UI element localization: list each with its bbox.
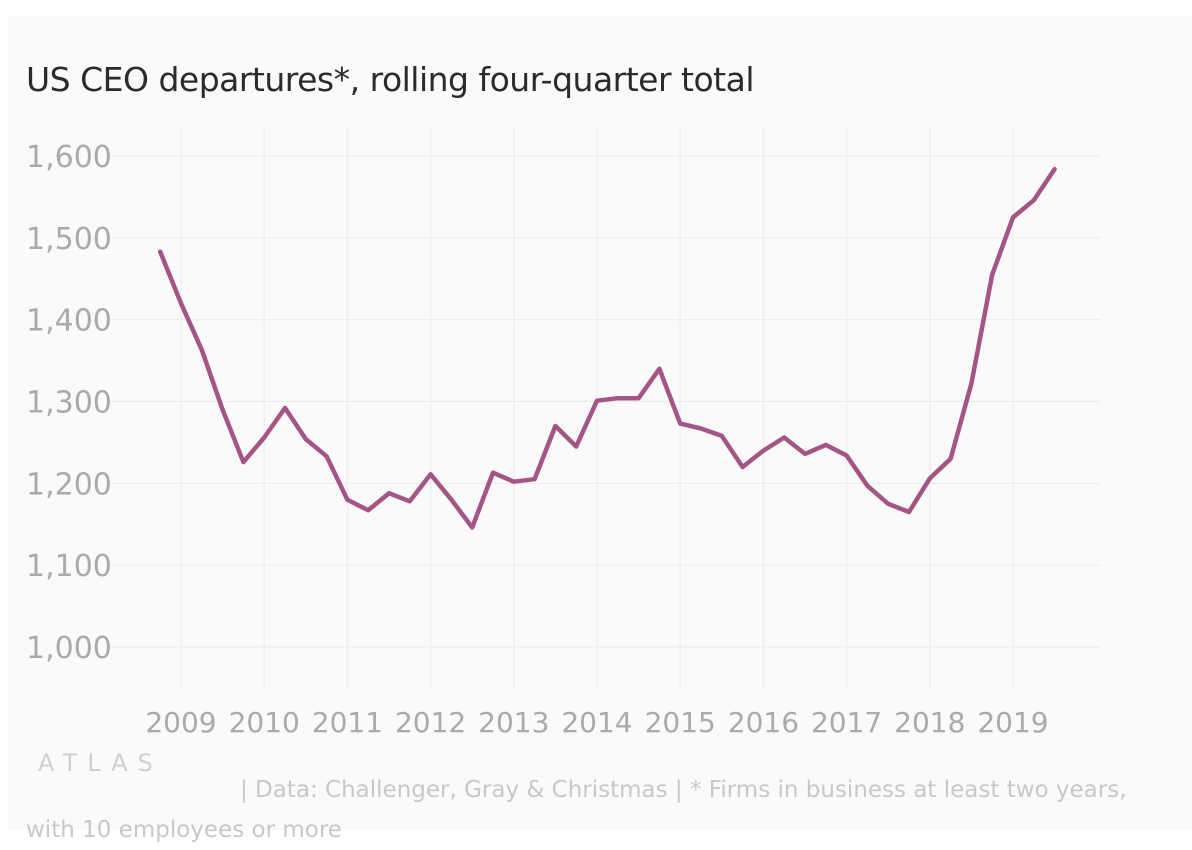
data-point bbox=[179, 301, 183, 305]
y-tick-label: 1,400 bbox=[26, 304, 112, 339]
data-point bbox=[949, 457, 953, 461]
data-point bbox=[491, 471, 495, 475]
data-point bbox=[741, 465, 745, 469]
x-tick-label: 2013 bbox=[478, 706, 549, 736]
data-point bbox=[158, 250, 162, 254]
data-point bbox=[241, 460, 245, 464]
data-point bbox=[969, 382, 973, 386]
data-point bbox=[657, 367, 661, 371]
data-point bbox=[387, 491, 391, 495]
data-point bbox=[408, 499, 412, 503]
data-point bbox=[325, 454, 329, 458]
chart-title: US CEO departures*, rolling four-quarter… bbox=[26, 60, 755, 99]
x-tick-label: 2012 bbox=[395, 706, 466, 736]
x-tick-label: 2016 bbox=[728, 706, 799, 736]
data-point bbox=[574, 445, 578, 449]
y-tick-label: 1,500 bbox=[26, 222, 112, 257]
chart-card: US CEO departures*, rolling four-quarter… bbox=[8, 16, 1192, 843]
data-point bbox=[470, 526, 474, 530]
data-point bbox=[304, 437, 308, 441]
x-tick-label: 2011 bbox=[312, 706, 383, 736]
x-tick-label: 2015 bbox=[645, 706, 716, 736]
data-point bbox=[553, 424, 557, 428]
data-point bbox=[824, 443, 828, 447]
data-point bbox=[283, 406, 287, 410]
x-axis-ticks: 2009 2010 2011 2012 2013 2014 2015 2016 2017 2018… bbox=[145, 706, 1048, 736]
data-point bbox=[761, 449, 765, 453]
series-points bbox=[158, 167, 1056, 529]
x-tick-label: 2019 bbox=[977, 706, 1048, 736]
y-tick-label: 1,200 bbox=[26, 467, 112, 502]
data-point bbox=[595, 399, 599, 403]
data-point bbox=[637, 396, 641, 400]
x-tick-label: 2009 bbox=[145, 706, 216, 736]
x-tick-label: 2018 bbox=[894, 706, 965, 736]
data-point bbox=[845, 454, 849, 458]
data-point bbox=[200, 348, 204, 352]
data-point bbox=[699, 427, 703, 431]
x-tick-label: 2017 bbox=[811, 706, 882, 736]
atlas-logo: ATLAS bbox=[38, 749, 163, 777]
data-point bbox=[720, 434, 724, 438]
y-tick-label: 1,600 bbox=[26, 140, 112, 175]
data-point bbox=[366, 508, 370, 512]
data-point bbox=[512, 480, 516, 484]
data-point bbox=[928, 476, 932, 480]
data-point bbox=[678, 422, 682, 426]
data-point bbox=[1032, 198, 1036, 202]
series-line bbox=[157, 166, 1057, 530]
data-point bbox=[429, 472, 433, 476]
x-gridlines bbox=[180, 128, 1014, 688]
data-point bbox=[907, 510, 911, 514]
y-tick-label: 1,000 bbox=[26, 631, 112, 666]
data-point bbox=[865, 484, 869, 488]
data-point bbox=[221, 408, 225, 412]
x-tick-label: 2014 bbox=[561, 706, 632, 736]
data-point bbox=[533, 477, 537, 481]
data-point bbox=[886, 502, 890, 506]
y-tick-label: 1,300 bbox=[26, 386, 112, 421]
y-axis-ticks: 1,000 1,100 1,200 1,300 1,400 1,500 1,600 bbox=[26, 140, 112, 666]
data-point bbox=[1053, 167, 1057, 171]
data-point bbox=[782, 436, 786, 440]
source-note: | Data: Challenger, Gray & Christmas | *… bbox=[26, 777, 1127, 843]
x-tick-label: 2010 bbox=[229, 706, 300, 736]
data-point bbox=[616, 396, 620, 400]
line-chart: 1,000 1,100 1,200 1,300 1,400 1,500 1,600 2009… bbox=[26, 128, 1100, 736]
data-point bbox=[345, 498, 349, 502]
data-point bbox=[803, 452, 807, 456]
data-point bbox=[262, 436, 266, 440]
data-point bbox=[1011, 215, 1015, 219]
data-point bbox=[990, 273, 994, 277]
y-gridlines bbox=[108, 155, 1100, 648]
y-tick-label: 1,100 bbox=[26, 549, 112, 584]
data-point bbox=[449, 498, 453, 502]
